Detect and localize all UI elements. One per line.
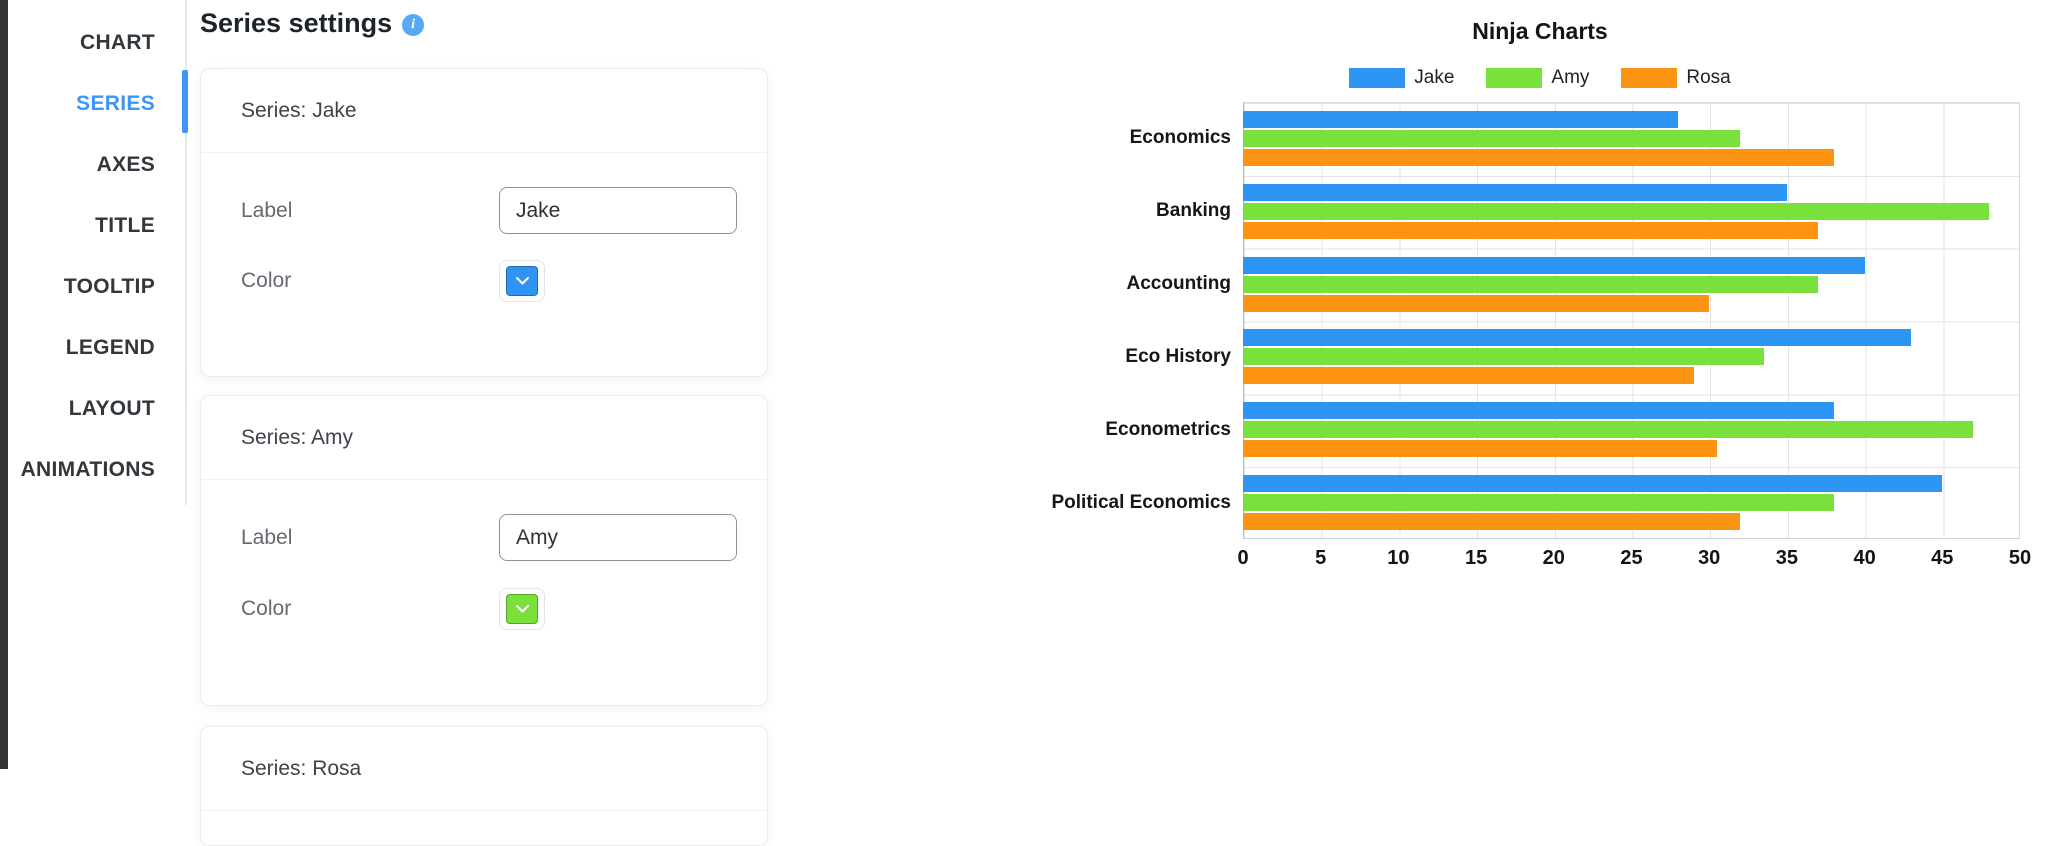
sidebar-active-indicator xyxy=(182,70,188,133)
chart-gridlines xyxy=(1243,102,2020,539)
bar-jake-accounting xyxy=(1243,256,1865,274)
color-field-caption: Color xyxy=(241,269,292,292)
bar-jake-political-economics xyxy=(1243,475,1943,493)
card-title: Series: Rosa xyxy=(201,727,767,811)
chart-category-row xyxy=(1243,466,2020,539)
category-label: Eco History xyxy=(1125,345,1231,367)
legend-item-rosa[interactable]: Rosa xyxy=(1621,67,1731,89)
color-swatch xyxy=(506,266,538,296)
label-field-caption: Label xyxy=(241,198,293,222)
series-card-jake: Series: Jake Label Color xyxy=(200,68,768,377)
sidebar-divider xyxy=(185,0,187,505)
bar-jake-econometrics xyxy=(1243,402,1834,420)
chart-legend: Jake Amy Rosa xyxy=(1040,67,2040,89)
chart-category-row xyxy=(1243,102,2020,175)
series-label-input[interactable] xyxy=(499,187,737,234)
chart-x-axis: 0 5 10 15 20 25 30 35 40 45 50 xyxy=(1237,539,2031,573)
chart-category-row xyxy=(1243,320,2020,393)
chevron-down-icon xyxy=(515,605,529,613)
sidebar-item-tooltip[interactable]: TOOLTIP xyxy=(63,274,155,298)
settings-header: Series settings i xyxy=(200,8,425,39)
bar-amy-econometrics xyxy=(1243,421,1974,439)
bar-amy-political-economics xyxy=(1243,494,1834,512)
category-label: Econometrics xyxy=(1105,418,1231,440)
x-tick-label: 5 xyxy=(1315,547,1327,569)
x-tick-label: 50 xyxy=(2008,547,2032,569)
bar-jake-eco-history xyxy=(1243,329,1912,347)
sidebar-item-legend[interactable]: LEGEND xyxy=(65,335,155,359)
legend-label: Rosa xyxy=(1686,67,1731,88)
chart-plot-area xyxy=(1243,102,2020,539)
category-label: Banking xyxy=(1156,200,1231,222)
bar-amy-banking xyxy=(1243,202,1989,220)
x-tick-label: 40 xyxy=(1853,547,1876,569)
series-color-picker-button[interactable] xyxy=(499,260,545,302)
x-tick-label: 45 xyxy=(1931,547,1954,569)
page-title: Series settings xyxy=(200,8,393,38)
bar-jake-banking xyxy=(1243,183,1787,201)
legend-label: Amy xyxy=(1551,67,1590,88)
legend-swatch xyxy=(1621,68,1678,88)
bar-amy-accounting xyxy=(1243,275,1818,293)
series-card-rosa: Series: Rosa xyxy=(200,726,768,846)
chart-preview: Ninja Charts Jake Amy Rosa Economics Bank… xyxy=(1040,0,2040,573)
bar-rosa-econometrics xyxy=(1243,440,1717,458)
x-tick-label: 30 xyxy=(1698,547,1721,569)
bar-amy-economics xyxy=(1243,129,1741,147)
bar-amy-eco-history xyxy=(1243,348,1764,366)
chart-category-labels: Economics Banking Accounting Eco History Eco… xyxy=(1040,102,1243,539)
bar-rosa-accounting xyxy=(1243,294,1710,312)
legend-item-jake[interactable]: Jake xyxy=(1349,67,1454,89)
sidebar-item-axes[interactable]: AXES xyxy=(96,152,155,176)
category-label: Accounting xyxy=(1126,273,1232,295)
sidebar-item-layout[interactable]: LAYOUT xyxy=(68,396,155,420)
series-label-input[interactable] xyxy=(499,514,737,561)
left-scrollbar[interactable] xyxy=(0,0,8,769)
color-swatch xyxy=(506,594,538,624)
info-icon[interactable]: i xyxy=(402,13,425,36)
legend-label: Jake xyxy=(1414,67,1455,88)
bar-rosa-eco-history xyxy=(1243,367,1694,385)
legend-item-amy[interactable]: Amy xyxy=(1486,67,1589,89)
series-card-amy: Series: Amy Label Color xyxy=(200,395,768,706)
sidebar-item-chart[interactable]: CHART xyxy=(80,30,155,54)
category-label: Political Economics xyxy=(1051,491,1232,513)
series-color-picker-button[interactable] xyxy=(499,588,545,630)
chart-category-row xyxy=(1243,248,2020,321)
bar-rosa-political-economics xyxy=(1243,513,1741,531)
bar-jake-economics xyxy=(1243,110,1679,128)
x-tick-label: 35 xyxy=(1775,547,1799,569)
x-tick-label: 20 xyxy=(1542,547,1565,569)
legend-swatch xyxy=(1486,68,1543,88)
x-tick-label: 15 xyxy=(1464,547,1488,569)
chart-title: Ninja Charts xyxy=(1472,18,1608,44)
chart-category-row xyxy=(1243,175,2020,248)
color-field-caption: Color xyxy=(241,597,292,620)
x-tick-label: 0 xyxy=(1237,547,1249,569)
x-tick-label: 25 xyxy=(1620,547,1643,569)
sidebar-item-title[interactable]: TITLE xyxy=(95,213,155,237)
sidebar-item-series[interactable]: SERIES xyxy=(76,91,155,115)
x-tick-label: 10 xyxy=(1387,547,1410,569)
bar-rosa-economics xyxy=(1243,148,1834,166)
legend-swatch xyxy=(1349,68,1406,88)
card-title: Series: Jake xyxy=(201,69,767,153)
category-label: Economics xyxy=(1129,127,1231,149)
bar-rosa-banking xyxy=(1243,221,1818,239)
chart-category-row xyxy=(1243,393,2020,466)
chevron-down-icon xyxy=(515,277,529,285)
settings-sidebar: CHART SERIES AXES TITLE TOOLTIP LEGEND L… xyxy=(8,0,185,769)
card-title: Series: Amy xyxy=(201,396,767,480)
label-field-caption: Label xyxy=(241,525,293,549)
sidebar-item-animations[interactable]: ANIMATIONS xyxy=(20,457,155,481)
